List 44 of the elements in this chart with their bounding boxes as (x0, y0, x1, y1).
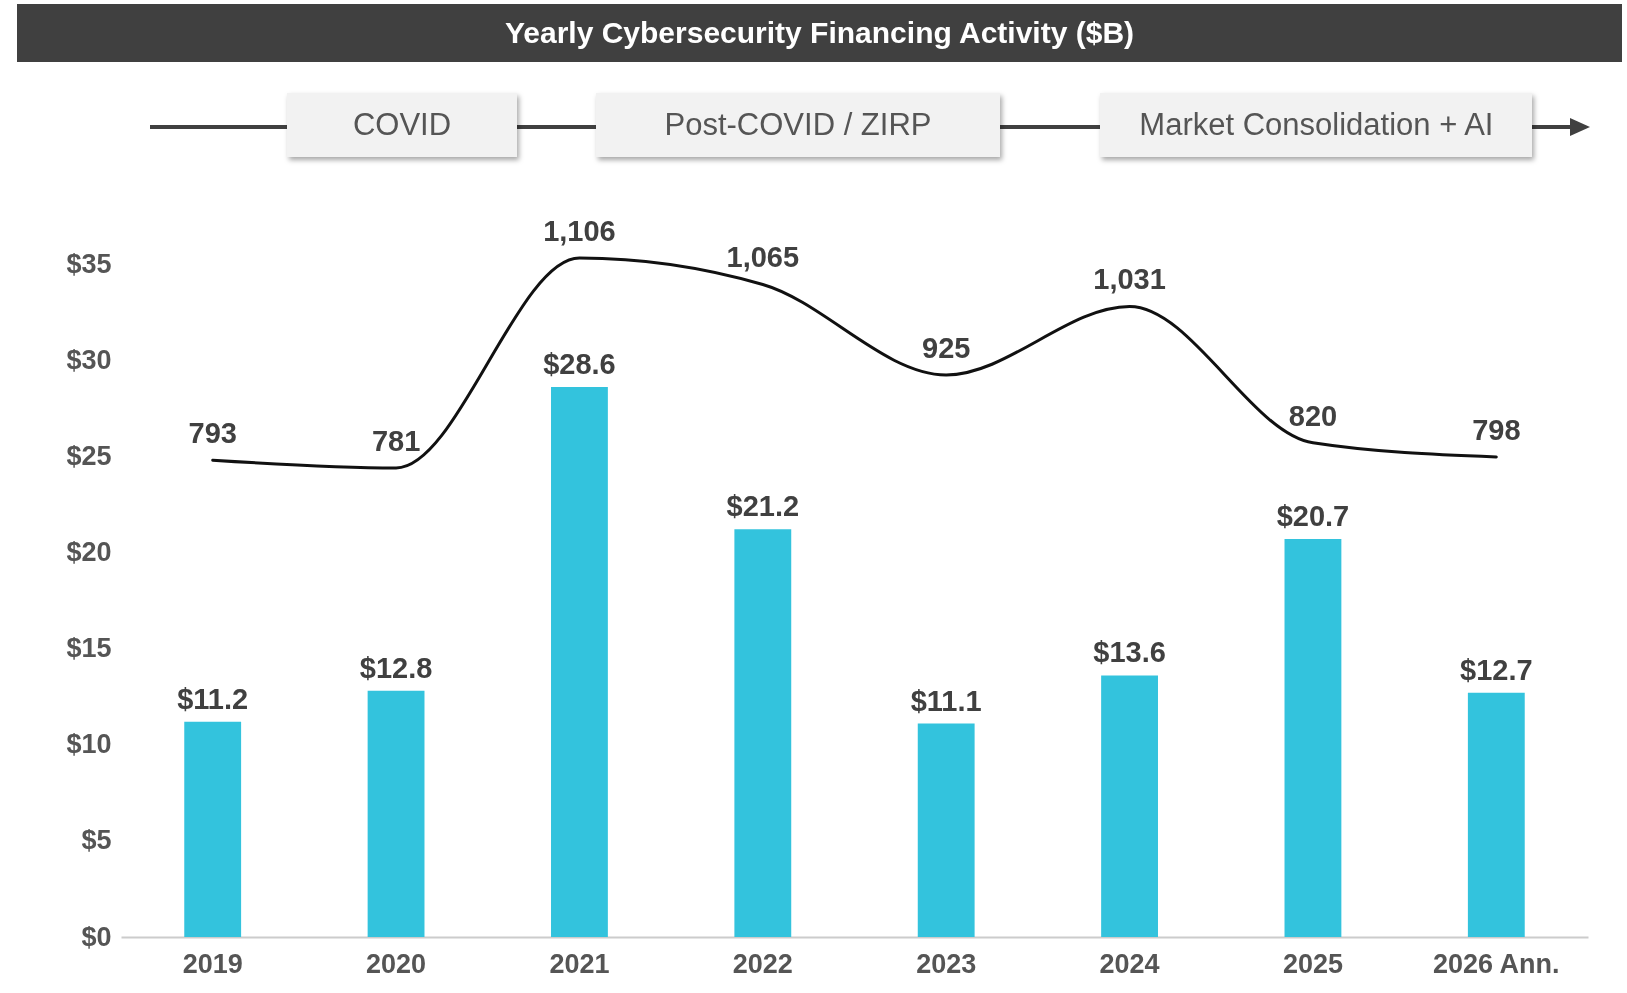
data-label: 793 (188, 417, 237, 450)
y-tick-label: $10 (66, 729, 112, 760)
y-tick-label: $15 (66, 633, 112, 664)
y-tick-label: $20 (66, 536, 112, 567)
bar (367, 690, 425, 937)
bar (1467, 692, 1525, 937)
data-label: 781 (371, 425, 421, 457)
y-tick-label: $25 (66, 440, 112, 471)
x-tick-label: 2021 (549, 948, 610, 979)
bar (1284, 538, 1342, 937)
data-label: 798 (1472, 414, 1521, 447)
data-label: 925 (921, 331, 971, 364)
bar (1101, 675, 1158, 937)
data-label: 1,031 (1093, 263, 1166, 296)
data-label: $12.8 (359, 651, 433, 684)
y-tick-label: $5 (81, 825, 112, 856)
y-tick-label: $30 (66, 344, 112, 375)
x-tick-label: 2023 (916, 948, 977, 979)
x-tick-label: 2024 (1099, 948, 1160, 979)
bar (551, 387, 608, 937)
text: COVID (286, 93, 518, 157)
text: Market Consolidation + AI (1100, 93, 1533, 157)
data-label: $11.1 (910, 684, 982, 717)
data-label: 820 (1288, 399, 1338, 432)
x-tick-label: 2019 (182, 948, 243, 979)
data-label: $11.2 (177, 682, 249, 715)
bar (734, 529, 792, 937)
bar (184, 721, 242, 937)
data-label: $13.6 (1093, 636, 1166, 669)
data-label: 1,065 (726, 241, 800, 274)
x-tick-label: 2022 (732, 948, 793, 979)
y-tick-label: $35 (66, 248, 112, 279)
bar (917, 723, 975, 937)
data-label: $20.7 (1276, 499, 1350, 532)
data-label: $28.6 (543, 348, 616, 381)
chart-title: Yearly Cybersecurity Financing Activity ($B) (17, 4, 1622, 62)
data-label: $12.7 (1460, 653, 1533, 686)
text: Post-COVID / ZIRP (596, 93, 1000, 157)
y-tick-label: $0 (81, 921, 112, 952)
x-tick-label: 2026 Ann. (1433, 948, 1560, 979)
x-tick-label: 2025 (1282, 948, 1343, 979)
x-tick-label: 2020 (366, 948, 427, 979)
data-label: 1,106 (543, 215, 616, 247)
data-label: $21.2 (726, 490, 800, 523)
